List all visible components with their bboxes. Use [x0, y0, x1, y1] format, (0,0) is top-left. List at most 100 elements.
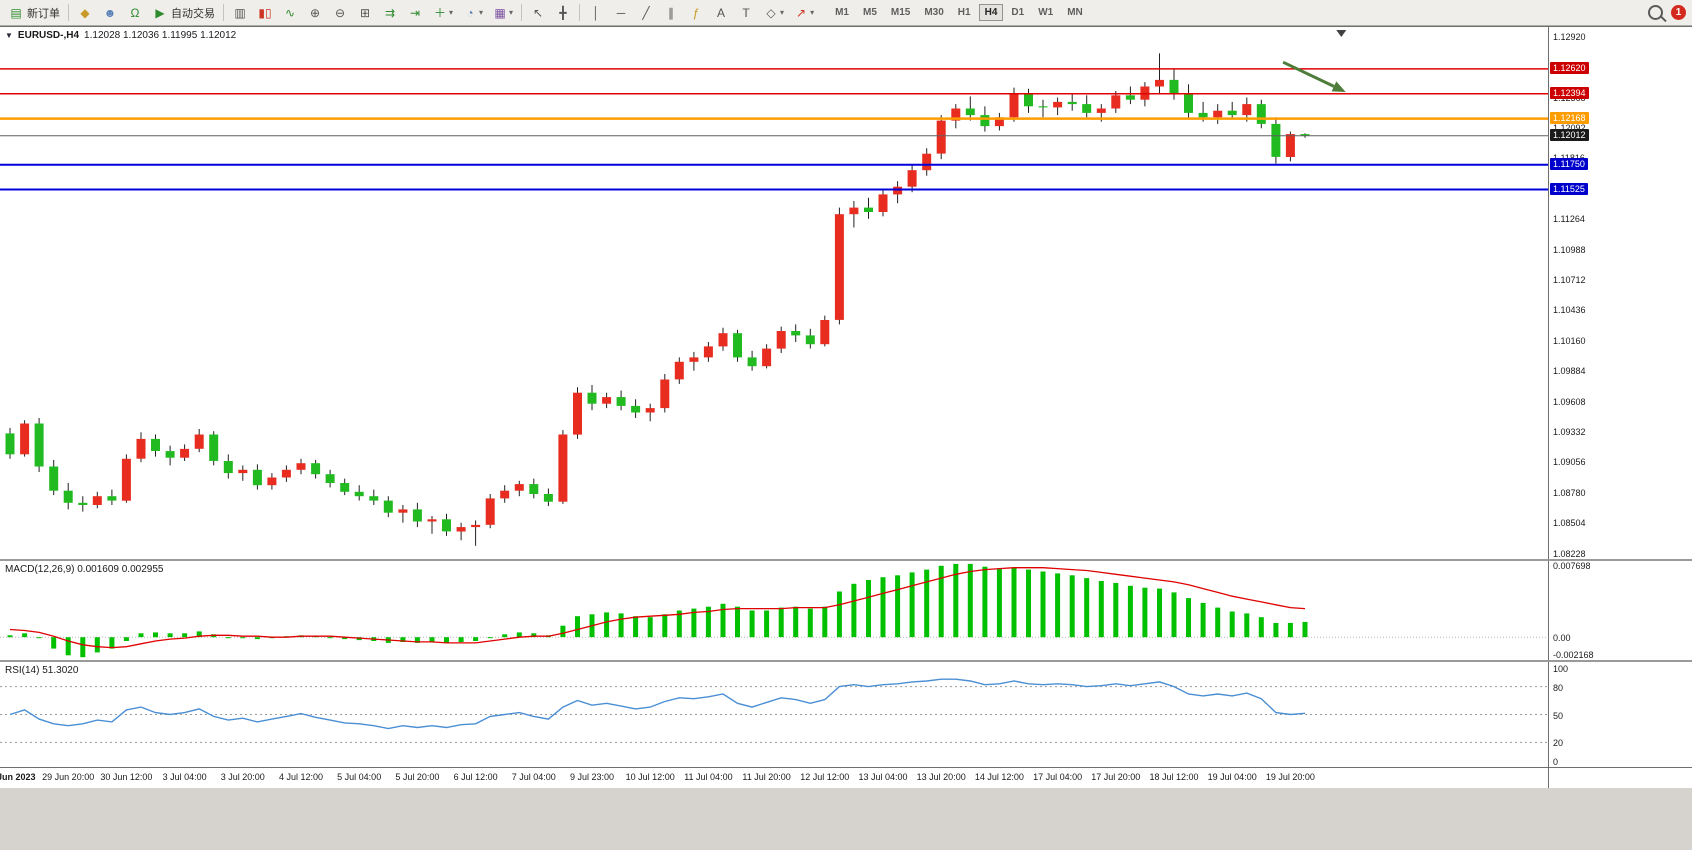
- cursor-icon[interactable]: ↖: [533, 5, 544, 20]
- templates-button[interactable]: ▦ ▾: [488, 3, 517, 23]
- line-chart-icon[interactable]: ∿: [284, 5, 296, 20]
- time-axis-label: 3 Jul 04:00: [162, 772, 207, 782]
- time-axis-label: 19 Jul 20:00: [1265, 772, 1315, 782]
- timeframe-d1[interactable]: D1: [1011, 7, 1025, 18]
- rsi-axis-label: 50: [1553, 710, 1564, 721]
- toolbar-separator: [223, 4, 224, 21]
- collapse-icon[interactable]: ▼: [5, 31, 13, 40]
- text-icon[interactable]: A: [717, 5, 726, 20]
- rsi-line: [9, 678, 1306, 730]
- chart-shift-marker[interactable]: [1336, 30, 1347, 37]
- bar-chart-icon[interactable]: ▥: [234, 5, 246, 20]
- price-axis[interactable]: 1.129201.126441.123681.120921.118161.115…: [1548, 27, 1692, 559]
- rsi-axis[interactable]: 100 80 50 20 0: [1548, 662, 1692, 767]
- price-axis-label: 1.11264: [1553, 214, 1585, 225]
- arrows-button[interactable]: ↗ ▾: [789, 3, 818, 23]
- rsi-canvas[interactable]: [0, 662, 1548, 767]
- timeframe-m30[interactable]: M30: [924, 7, 944, 18]
- horizontal-lines[interactable]: [0, 68, 1548, 191]
- price-axis-label: 1.12092: [1553, 123, 1586, 133]
- chart-shift-icon[interactable]: ⇥: [409, 5, 421, 20]
- main-chart-pane[interactable]: ▼ EURUSD-,H4 1.12028 1.12036 1.11995 1.1…: [0, 27, 1548, 559]
- price-axis-label: 1.12920: [1553, 31, 1586, 42]
- price-marker-1.11525: 1.11525: [1550, 182, 1588, 195]
- time-axis-label: 4 Jul 12:00: [278, 772, 324, 782]
- rsi-pane[interactable]: RSI(14) 51.3020: [0, 662, 1548, 767]
- auto-trading-button[interactable]: ▶ 自动交易: [148, 3, 219, 23]
- template-icon: ▦: [494, 5, 506, 20]
- time-axis-label: 11 Jul 20:00: [742, 772, 791, 782]
- rsi-axis-label: 0: [1553, 757, 1559, 767]
- auto-scroll-icon[interactable]: ⇉: [384, 5, 396, 20]
- chart-symbol: EURUSD-,H4: [17, 30, 80, 41]
- chart-window: ▼ EURUSD-,H4 1.12028 1.12036 1.11995 1.1…: [0, 26, 1692, 788]
- timeframe-group: M1 M5 M15 M30 H1 H4 D1 W1 MN: [829, 4, 1089, 21]
- shapes-button[interactable]: ◇ ▾: [759, 3, 788, 23]
- shapes-icon: ◇: [766, 5, 776, 20]
- timeframe-m1[interactable]: M1: [835, 7, 849, 18]
- price-axis-label: 1.10436: [1553, 305, 1586, 316]
- price-marker-1.12168: 1.12168: [1550, 112, 1589, 125]
- macd-pane[interactable]: MACD(12,26,9) 0.001609 0.002955: [0, 561, 1548, 660]
- main-chart-canvas[interactable]: [0, 27, 1548, 559]
- time-axis-corner: [1548, 768, 1692, 788]
- time-axis-label: 14 Jul 12:00: [974, 772, 1024, 782]
- profile-icon[interactable]: ☻: [103, 5, 117, 20]
- notification-badge[interactable]: 1: [1671, 5, 1686, 20]
- headset-icon[interactable]: Ω: [130, 5, 140, 20]
- time-axis-label: 6 Jul 12:00: [453, 772, 498, 782]
- macd-histogram: [7, 563, 1308, 658]
- channel-icon[interactable]: ∥: [668, 5, 675, 20]
- time-axis-label: 5 Jul 04:00: [337, 772, 382, 782]
- macd-axis[interactable]: 0.007698 0.00 -0.002168: [1548, 561, 1692, 660]
- zoom-out-icon[interactable]: ⊖: [334, 5, 346, 20]
- macd-axis-label: 0.00: [1553, 633, 1571, 644]
- pane-splitter[interactable]: [0, 660, 1692, 662]
- timeframe-m15[interactable]: M15: [890, 7, 911, 18]
- search-icon[interactable]: [1648, 5, 1663, 20]
- price-axis-label: 1.08228: [1553, 548, 1586, 559]
- toolbar-right: 1: [1648, 0, 1686, 25]
- time-axis[interactable]: 29 Jun 2023 29 Jun 20:00 30 Jun 12:00 3 Jul…: [0, 768, 1548, 788]
- new-order-label: 新订单: [27, 7, 60, 20]
- vertical-line-icon[interactable]: │: [592, 5, 600, 20]
- zoom-in-icon[interactable]: ⊕: [309, 5, 321, 20]
- price-marker-1.12012: 1.12012: [1550, 129, 1589, 142]
- trend-arrow-annotation[interactable]: [1282, 60, 1346, 92]
- time-axis-label: 17 Jul 20:00: [1091, 772, 1141, 782]
- timeframe-m5[interactable]: M5: [862, 7, 877, 18]
- timeframe-h1[interactable]: H1: [957, 7, 971, 18]
- crosshair-icon[interactable]: ╋: [559, 5, 567, 20]
- time-axis-row: 29 Jun 2023 29 Jun 20:00 30 Jun 12:00 3 Jul…: [0, 767, 1692, 788]
- time-axis-label: 13 Jul 20:00: [916, 772, 966, 782]
- chevron-down-icon: ▾: [449, 8, 454, 17]
- timeframe-h4[interactable]: H4: [978, 4, 1004, 21]
- tile-windows-icon[interactable]: ⊞: [359, 5, 371, 20]
- timeframe-mn[interactable]: MN: [1067, 7, 1083, 18]
- time-axis-label: 7 Jul 04:00: [511, 772, 556, 782]
- timeframe-w1[interactable]: W1: [1038, 7, 1054, 18]
- fibonacci-icon[interactable]: ƒ: [692, 5, 700, 20]
- periods-button[interactable]: ◔ ▾: [458, 3, 487, 23]
- launcher-icon[interactable]: ◆: [80, 5, 90, 20]
- mt4-application: ▤ 新订单 ◆ ☻ Ω ▶ 自动交易 ▥ ▮▯ ∿ ⊕ ⊖ ⊞ ⇉ ⇥ ＋ ▾ …: [0, 0, 1692, 788]
- macd-label: MACD(12,26,9) 0.001609 0.002955: [5, 564, 164, 575]
- toolbar-separator: [521, 4, 523, 21]
- chevron-down-icon: ▾: [479, 8, 484, 17]
- price-axis-label: 1.10988: [1553, 244, 1586, 255]
- price-marker-1.12620: 1.12620: [1550, 62, 1589, 75]
- candle-chart-icon[interactable]: ▮▯: [258, 5, 272, 20]
- time-axis-label: 29 Jun 2023: [0, 772, 36, 782]
- toolbar: ▤ 新订单 ◆ ☻ Ω ▶ 自动交易 ▥ ▮▯ ∿ ⊕ ⊖ ⊞ ⇉ ⇥ ＋ ▾ …: [0, 0, 1692, 26]
- trendline-icon[interactable]: ╱: [642, 5, 650, 20]
- new-order-button[interactable]: ▤ 新订单: [4, 3, 64, 23]
- macd-canvas[interactable]: [0, 561, 1548, 660]
- label-icon[interactable]: T: [742, 5, 750, 20]
- macd-signal-line: [9, 567, 1306, 649]
- new-order-icon: ▤: [10, 5, 22, 20]
- price-axis-label: 1.08780: [1553, 487, 1586, 498]
- horizontal-line-icon[interactable]: ─: [616, 5, 626, 20]
- indicators-button[interactable]: ＋ ▾: [428, 3, 457, 23]
- chart-ohlc: 1.12028 1.12036 1.11995 1.12012: [84, 30, 237, 41]
- pane-splitter[interactable]: [0, 559, 1692, 561]
